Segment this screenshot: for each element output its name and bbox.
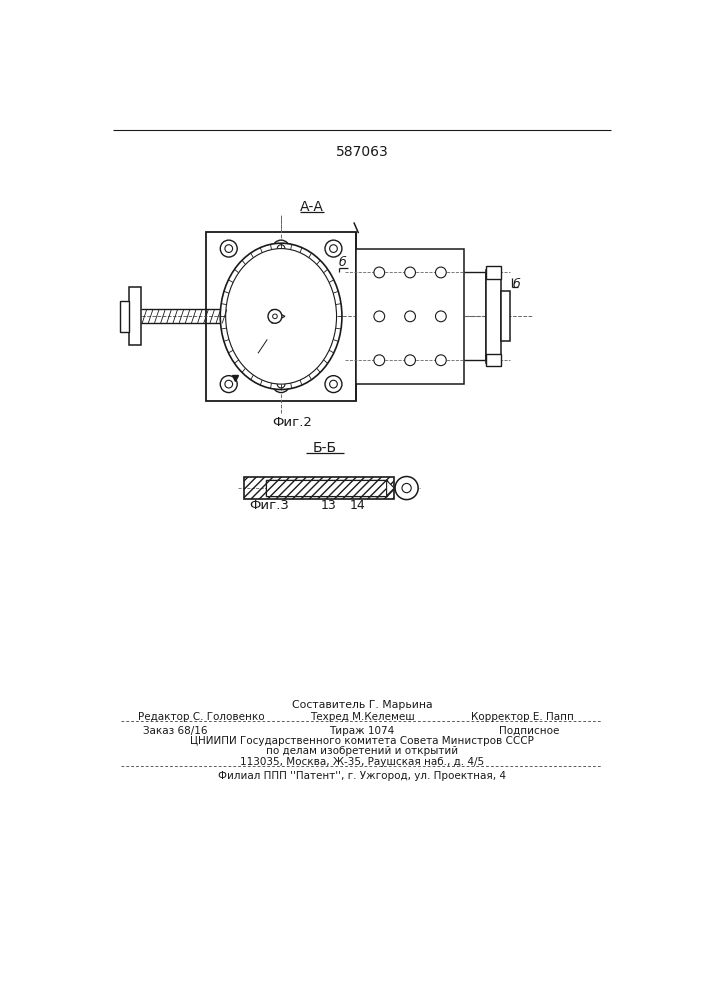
Circle shape (273, 376, 290, 393)
Circle shape (404, 311, 416, 322)
Text: Подписное: Подписное (499, 726, 559, 736)
Text: Тираж 1074: Тираж 1074 (329, 726, 395, 736)
Bar (266, 480, 387, 496)
Bar (129, 287, 141, 345)
Text: ЦНИИПИ Государственного комитета Совета Министров СССР: ЦНИИПИ Государственного комитета Совета … (190, 736, 534, 746)
Text: б: б (339, 256, 346, 269)
Bar (501, 291, 510, 341)
Circle shape (404, 355, 416, 366)
Text: Заказ 68/16: Заказ 68/16 (143, 726, 207, 736)
Circle shape (221, 240, 238, 257)
Bar (244, 477, 395, 499)
Circle shape (395, 477, 418, 500)
Circle shape (436, 311, 446, 322)
Text: Фиг.3: Фиг.3 (250, 499, 289, 512)
Circle shape (221, 376, 238, 393)
Text: по делам изобретений и открытий: по делам изобретений и открытий (266, 746, 458, 756)
Text: 113035, Москва, Ж-35, Раушская наб., д. 4/5: 113035, Москва, Ж-35, Раушская наб., д. … (240, 757, 484, 767)
Bar (206, 232, 356, 401)
Ellipse shape (226, 249, 337, 384)
Polygon shape (272, 309, 285, 323)
Circle shape (404, 267, 416, 278)
Text: Составитель Г. Марьина: Составитель Г. Марьина (292, 700, 432, 710)
Text: Филиал ППП ''Патент'', г. Ужгород, ул. Проектная, 4: Филиал ППП ''Патент'', г. Ужгород, ул. П… (218, 771, 506, 781)
Circle shape (268, 309, 282, 323)
Circle shape (436, 267, 446, 278)
Text: Техред М.Келемеш: Техред М.Келемеш (310, 712, 414, 722)
Text: 10: 10 (243, 350, 258, 363)
Text: б: б (513, 278, 520, 291)
Bar (119, 301, 129, 332)
Text: 13: 13 (321, 499, 337, 512)
Circle shape (325, 376, 342, 393)
Text: Фиг.2: Фиг.2 (273, 416, 312, 429)
Circle shape (374, 311, 385, 322)
Bar (486, 270, 501, 363)
Bar (486, 354, 501, 366)
Text: 14: 14 (349, 499, 366, 512)
Circle shape (325, 240, 342, 257)
Text: Корректор Е. Папп: Корректор Е. Папп (472, 712, 574, 722)
Bar (486, 266, 501, 279)
Polygon shape (387, 480, 395, 496)
Circle shape (436, 355, 446, 366)
Text: А-А: А-А (300, 200, 324, 214)
Ellipse shape (221, 243, 342, 389)
Text: Б-Б: Б-Б (313, 441, 337, 455)
Circle shape (273, 240, 290, 257)
Bar (356, 249, 464, 384)
Circle shape (374, 355, 385, 366)
Bar (266, 480, 387, 496)
Text: 587063: 587063 (336, 145, 388, 159)
Circle shape (374, 267, 385, 278)
Text: Редактор С. Головенко: Редактор С. Головенко (139, 712, 265, 722)
